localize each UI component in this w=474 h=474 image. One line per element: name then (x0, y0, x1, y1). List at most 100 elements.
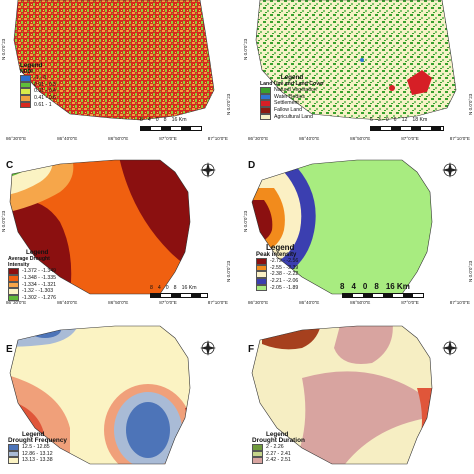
lat-tick: N 0.0'0°23 (243, 210, 248, 232)
north-arrow-icon (200, 162, 216, 178)
legend-label: -2.72 - -2.56 (270, 258, 299, 265)
legend-item: Agricultural Land (260, 113, 324, 121)
lon-tick: 87°0'0"E (159, 300, 177, 305)
legend-swatch (20, 88, 31, 95)
lon-tick: 86°30'0"E (6, 136, 27, 141)
lon-tick: 86°30'0"E (6, 300, 27, 305)
legend-swatch (8, 450, 19, 458)
legend-label: 2.42 - 2.51 (266, 457, 291, 464)
lon-tick: 86°40'0"E (57, 136, 78, 141)
legend-label: Water Bodies (274, 93, 305, 100)
lon-tick: 87°0'0"E (401, 300, 419, 305)
peak-intensity-graphic (251, 159, 433, 295)
legend-subtitle: Peak intensity (256, 252, 297, 258)
legend-subtitle: Land Use and Land Cover (260, 81, 324, 87)
scale-label: 18 Km (412, 117, 428, 123)
lon-tick: 87°10'0"E (207, 300, 228, 305)
scale-bar-labels: 6 3 0 6 12 18 Km (370, 117, 427, 123)
north-arrow-icon (200, 340, 216, 356)
scale-bar (370, 126, 444, 131)
panel-b-lulc-map: Legend Land Use and Land Cover Natural V… (242, 0, 474, 150)
north-arrow-icon (442, 162, 458, 178)
scale-bar-labels: 8 4 0 8 16 Km (140, 117, 187, 123)
scale-label: 0 (155, 117, 159, 123)
panel-label: F (248, 344, 255, 355)
legend-swatch (256, 258, 267, 265)
panel-label: E (6, 344, 13, 355)
legend-swatch (256, 264, 267, 272)
legend-item: -2.21 - -2.06 (256, 277, 299, 285)
scale-label: 0 (385, 117, 389, 123)
legend-swatch (8, 294, 19, 302)
legend-label: -2.05 - -1.89 (270, 284, 299, 291)
scale-label: 8 (374, 282, 379, 291)
panel-c-drought-intensity-map: C Legend Average Drought Intensity -1.37… (0, 152, 232, 307)
legend-label: -1.302 - -1.276 (22, 294, 57, 301)
legend-item: -2.72 - -2.56 (256, 258, 298, 265)
panel-f-drought-duration-map: F Legend Drought Duration 2 - 2.26 2.27 … (242, 318, 474, 474)
longitude-ticks: 86°30'0"E 86°40'0"E 86°50'0"E 87°0'0"E 87°10… (6, 300, 228, 305)
legend-item: 0.61 - 1 (20, 101, 56, 109)
lon-tick: 87°10'0"E (449, 136, 470, 141)
scale-label: 4 (157, 285, 161, 291)
legend-item: 0.41 - 0.6 (20, 94, 56, 102)
legend-label: -1.334 - -1.321 (22, 281, 57, 288)
scale-label: 6 (393, 117, 397, 123)
legend-subtitle: Drought Frequency (8, 437, 67, 444)
drought-frequency-legend: Legend Drought Frequency 12.5 - 12.85 12… (8, 431, 67, 464)
legend-item: -1.348 - -1.335 (8, 275, 66, 282)
scale-label: 3 (377, 117, 381, 123)
lon-tick: 87°0'0"E (401, 136, 419, 141)
legend-title: Legend (26, 249, 49, 256)
lon-tick: 86°30'0"E (248, 300, 269, 305)
legend-swatch (8, 268, 19, 275)
legend-label: 0.31 - 0.4 (34, 88, 56, 95)
scale-bar-labels: 8 4 0 8 16 Km (340, 282, 410, 291)
legend-item: Fallow Land (260, 106, 324, 114)
legend-label: -1 - 0 (34, 75, 47, 82)
legend-item: 13.13 - 13.38 (8, 457, 67, 464)
scale-label: 16 Km (385, 282, 410, 291)
lon-tick: 86°50'0"E (350, 136, 371, 141)
drought-frequency-graphic (9, 325, 191, 465)
legend-title: Legend (22, 431, 45, 438)
legend-label: 13.13 - 13.38 (22, 457, 53, 464)
legend-item: 2 - 2.26 (252, 444, 305, 451)
legend-item: Water Bodies (260, 93, 324, 101)
legend-item: 2.27 - 2.41 (252, 450, 305, 458)
legend-swatch (260, 87, 271, 94)
legend-item: -2.38 - -2.22 (256, 271, 298, 278)
legend-item: 0.31 - 0.4 (20, 88, 56, 95)
scale-bar-labels: 8 4 0 8 16 Km (150, 285, 197, 291)
scale-label: 8 (163, 117, 167, 123)
legend-item: Natural Vegetation (260, 87, 324, 94)
longitude-ticks: 86°30'0"E 86°40'0"E 86°50'0"E 87°0'0"E 87°10… (248, 136, 470, 141)
legend-label: 0.01 - 0.3 (34, 81, 56, 88)
north-arrow-icon (442, 340, 458, 356)
legend-label: -1.32 - -1.303 (22, 288, 54, 295)
legend-item: Settlement (260, 100, 324, 107)
scale-bar (140, 126, 202, 131)
legend-label: Settlement (274, 100, 299, 107)
legend-item: -1.302 - -1.276 (8, 294, 66, 302)
legend-label: -2.21 - -2.06 (270, 277, 299, 284)
scale-bar (150, 293, 208, 298)
legend-title: Legend (20, 62, 43, 69)
drought-duration-legend: Legend Drought Duration 2 - 2.26 2.27 - … (252, 431, 305, 464)
legend-label: 0.41 - 0.6 (34, 94, 56, 101)
scale-label: 8 (340, 282, 345, 291)
scale-label: 0 (165, 285, 169, 291)
scale-label: 8 (140, 117, 143, 123)
legend-subtitle: NDDI (20, 69, 33, 75)
lat-tick: N 0.0'0°23 (226, 93, 231, 115)
legend-swatch (8, 444, 19, 451)
legend-label: Fallow Land (274, 106, 302, 113)
scale-label: 4 (147, 117, 151, 123)
lat-tick: N 0.0'0°23 (226, 260, 231, 282)
legend-item: 12.86 - 13.12 (8, 450, 67, 458)
legend-swatch (260, 100, 271, 107)
legend-swatch (256, 284, 267, 292)
lon-tick: 87°0'0"E (159, 136, 177, 141)
legend-swatch (252, 457, 263, 464)
legend-swatch (20, 81, 31, 89)
